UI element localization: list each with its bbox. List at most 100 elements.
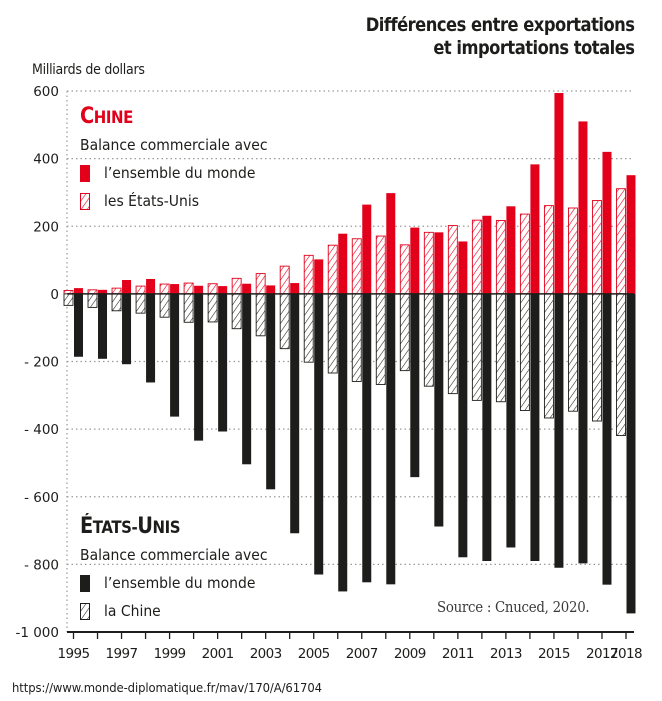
bar-us-world-2001 xyxy=(218,293,228,432)
y-tick-label: 600 xyxy=(33,84,59,100)
bar-us-china-2014 xyxy=(519,293,530,411)
footer-url: https://www.monde-diplomatique.fr/mav/17… xyxy=(12,680,322,695)
bar-china-world-2003 xyxy=(266,285,276,294)
bar-us-world-2017 xyxy=(602,293,612,585)
bar-us-china-1999 xyxy=(159,293,170,318)
legend-item-label: l’ensemble du monde xyxy=(104,574,256,592)
x-tick-label: 2001 xyxy=(202,646,234,662)
bar-china-us-2016 xyxy=(568,207,578,295)
x-tick-label: 2009 xyxy=(394,646,426,662)
y-tick-label: -1 000 xyxy=(15,625,59,641)
bar-us-china-2018 xyxy=(616,293,626,437)
bar-us-china-1997 xyxy=(111,293,122,312)
bar-us-china-2017 xyxy=(592,293,602,422)
bar-china-us-2003 xyxy=(255,273,266,295)
bar-us-china-2007 xyxy=(351,293,362,382)
legend-item-label: l’ensemble du monde xyxy=(104,164,256,182)
bar-us-world-1999 xyxy=(170,293,180,417)
bar-china-us-2000 xyxy=(183,282,194,295)
bar-china-world-2017 xyxy=(602,151,612,294)
y-tick-label: 400 xyxy=(33,152,59,168)
bar-us-china-2008 xyxy=(375,293,386,385)
y-tick-label: - 400 xyxy=(24,422,59,438)
x-tick-label: 2013 xyxy=(490,646,522,662)
bar-us-china-2009 xyxy=(399,293,410,372)
bar-us-china-2004 xyxy=(279,293,290,350)
bar-us-world-2008 xyxy=(386,293,396,585)
x-tick-label: 2007 xyxy=(346,646,378,662)
bar-us-world-2003 xyxy=(266,293,276,490)
bar-us-china-2016 xyxy=(568,293,578,412)
bar-us-china-2013 xyxy=(495,293,506,403)
bar-china-world-1999 xyxy=(170,284,180,294)
bar-us-china-2005 xyxy=(303,293,314,363)
bar-us-world-2011 xyxy=(458,293,468,558)
bar-china-world-2006 xyxy=(338,233,348,294)
bar-us-world-2014 xyxy=(530,293,540,561)
bar-china-us-1999 xyxy=(159,283,170,295)
hatched-black-swatch-icon xyxy=(80,602,90,620)
solid-black-swatch-icon xyxy=(80,574,90,592)
bar-china-us-2014 xyxy=(519,213,530,295)
bar-china-world-2009 xyxy=(410,227,420,294)
bar-china-world-2005 xyxy=(314,259,324,294)
bar-china-us-2009 xyxy=(399,244,410,295)
bar-china-world-2002 xyxy=(242,283,252,294)
bar-us-china-2003 xyxy=(255,293,266,337)
x-tick-label: 2017 xyxy=(586,646,618,662)
x-tick-label: 2015 xyxy=(538,646,570,662)
bar-us-world-2006 xyxy=(338,293,348,592)
legend-item-us-china: la Chine xyxy=(80,597,288,625)
bar-china-us-2013 xyxy=(495,220,506,295)
x-tick-label: 1999 xyxy=(154,646,186,662)
bar-us-world-2005 xyxy=(314,293,324,575)
bar-us-world-2016 xyxy=(578,293,588,564)
bar-us-world-1998 xyxy=(146,293,156,383)
x-tick-label: 1995 xyxy=(58,646,90,662)
bar-us-china-2000 xyxy=(183,293,194,323)
bar-us-china-2010 xyxy=(423,293,434,387)
bar-china-us-2001 xyxy=(207,283,218,295)
legend-us-heading-rest-2: NIS xyxy=(152,518,181,538)
y-tick-label: - 600 xyxy=(24,490,59,506)
x-tick-label: 2005 xyxy=(298,646,330,662)
legend-us: ÉTATS-UNIS Balance commerciale avec l’en… xyxy=(80,514,288,625)
bar-us-china-2015 xyxy=(543,293,554,419)
y-tick-label: 0 xyxy=(50,287,59,303)
x-axis: 1995 1997 1999 2001 2003 2005 2007 2009 2011 2013… xyxy=(58,631,643,662)
bar-us-china-2012 xyxy=(471,293,482,401)
chart-title-line-1: Différences entre exportations xyxy=(365,14,634,36)
bar-china-world-2012 xyxy=(482,215,492,294)
gridlines xyxy=(66,90,634,632)
legend-china-heading-rest: HINE xyxy=(93,108,134,128)
legend-item-china-world: l’ensemble du monde xyxy=(80,159,288,187)
legend-us-subtitle: Balance commerciale avec xyxy=(80,546,268,564)
source-note: Source : Cnuced, 2020. xyxy=(437,600,590,616)
bar-china-world-2018 xyxy=(626,175,636,294)
solid-red-swatch-icon xyxy=(80,164,90,182)
bar-us-world-2010 xyxy=(434,293,444,527)
legend-item-label: les États-Unis xyxy=(104,192,199,210)
y-tick-label: - 200 xyxy=(24,355,59,371)
bar-us-world-2013 xyxy=(506,293,516,548)
bar-china-world-2001 xyxy=(218,286,228,294)
bar-us-world-2009 xyxy=(410,293,420,478)
x-tick-label: 2003 xyxy=(250,646,282,662)
bar-china-world-2014 xyxy=(530,164,540,294)
legend-us-heading-initial-2: U xyxy=(137,514,153,539)
bar-china-us-1998 xyxy=(135,285,146,295)
bar-us-china-2002 xyxy=(231,293,242,330)
bar-us-china-1996 xyxy=(87,293,98,308)
legend-china: CHINE Balance commerciale avec l’ensembl… xyxy=(80,104,288,215)
bar-us-china-2011 xyxy=(447,293,458,395)
bar-china-world-1996 xyxy=(98,289,108,294)
legend-item-label: la Chine xyxy=(104,602,161,620)
legend-item-china-us: les États-Unis xyxy=(80,187,288,215)
bar-china-us-2005 xyxy=(303,254,314,295)
y-tick-label: - 800 xyxy=(24,557,59,573)
legend-item-us-world: l’ensemble du monde xyxy=(80,569,288,597)
legend-us-heading: ÉTATS-UNIS xyxy=(80,514,263,541)
bar-us-world-2000 xyxy=(194,293,204,441)
legend-china-heading: CHINE xyxy=(80,104,263,131)
bar-us-world-2002 xyxy=(242,293,252,465)
